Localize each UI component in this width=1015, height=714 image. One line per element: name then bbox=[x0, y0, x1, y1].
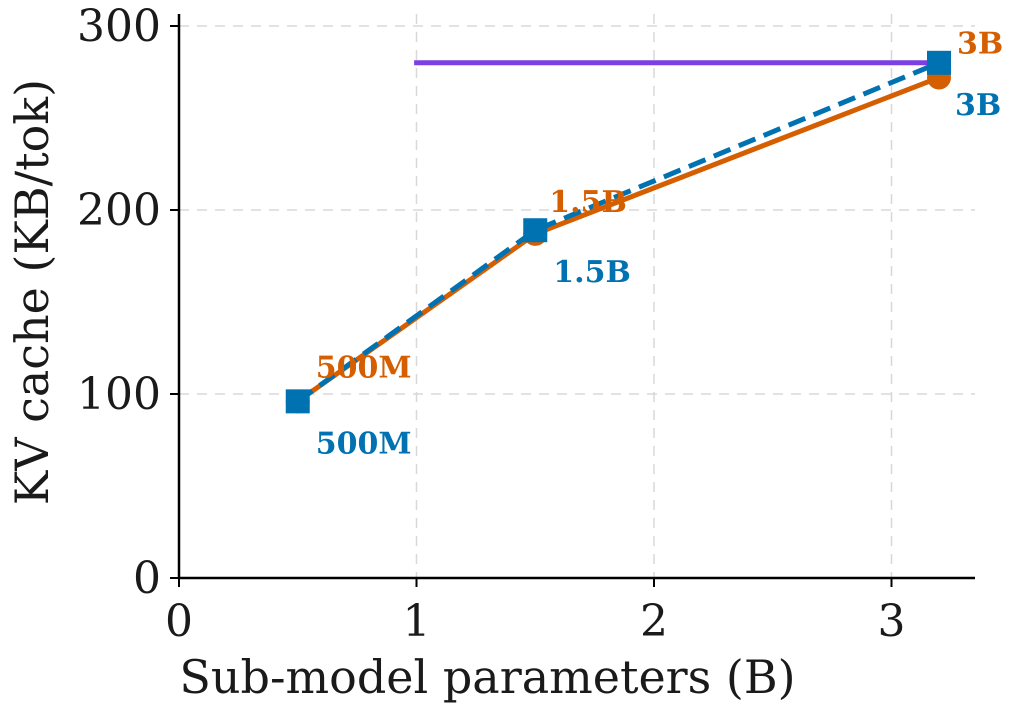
axes bbox=[177, 14, 975, 580]
point-labels: 500M 1.5B 3B 500M 1.5B 3B bbox=[316, 27, 1003, 462]
y-tick-label: 0 bbox=[133, 553, 161, 604]
x-tick-label: 2 bbox=[640, 596, 668, 647]
point-label: 3B bbox=[957, 27, 1003, 62]
x-tick-label: 3 bbox=[878, 596, 906, 647]
point-label: 1.5B bbox=[549, 185, 627, 220]
y-axis-title: KV cache (KB/tok) bbox=[5, 79, 59, 505]
series-markers bbox=[285, 50, 951, 414]
point-label: 500M bbox=[316, 350, 412, 385]
x-tick-label: 0 bbox=[165, 596, 193, 647]
tick-marks: 0 1 2 3 0 100 200 300 bbox=[77, 1, 905, 647]
grid-lines bbox=[179, 14, 975, 578]
data-point-square bbox=[523, 218, 548, 243]
point-label: 3B bbox=[955, 88, 1001, 123]
y-tick-label: 300 bbox=[77, 1, 161, 52]
y-tick-label: 200 bbox=[77, 185, 161, 236]
x-axis-title: Sub-model parameters (B) bbox=[179, 650, 795, 704]
y-tick-label: 100 bbox=[77, 369, 161, 420]
x-tick-label: 1 bbox=[403, 596, 431, 647]
point-label: 1.5B bbox=[553, 255, 631, 290]
series-line-1 bbox=[296, 60, 940, 404]
point-label: 500M bbox=[316, 426, 412, 461]
data-point-square bbox=[927, 50, 951, 75]
data-point-square bbox=[285, 389, 310, 414]
